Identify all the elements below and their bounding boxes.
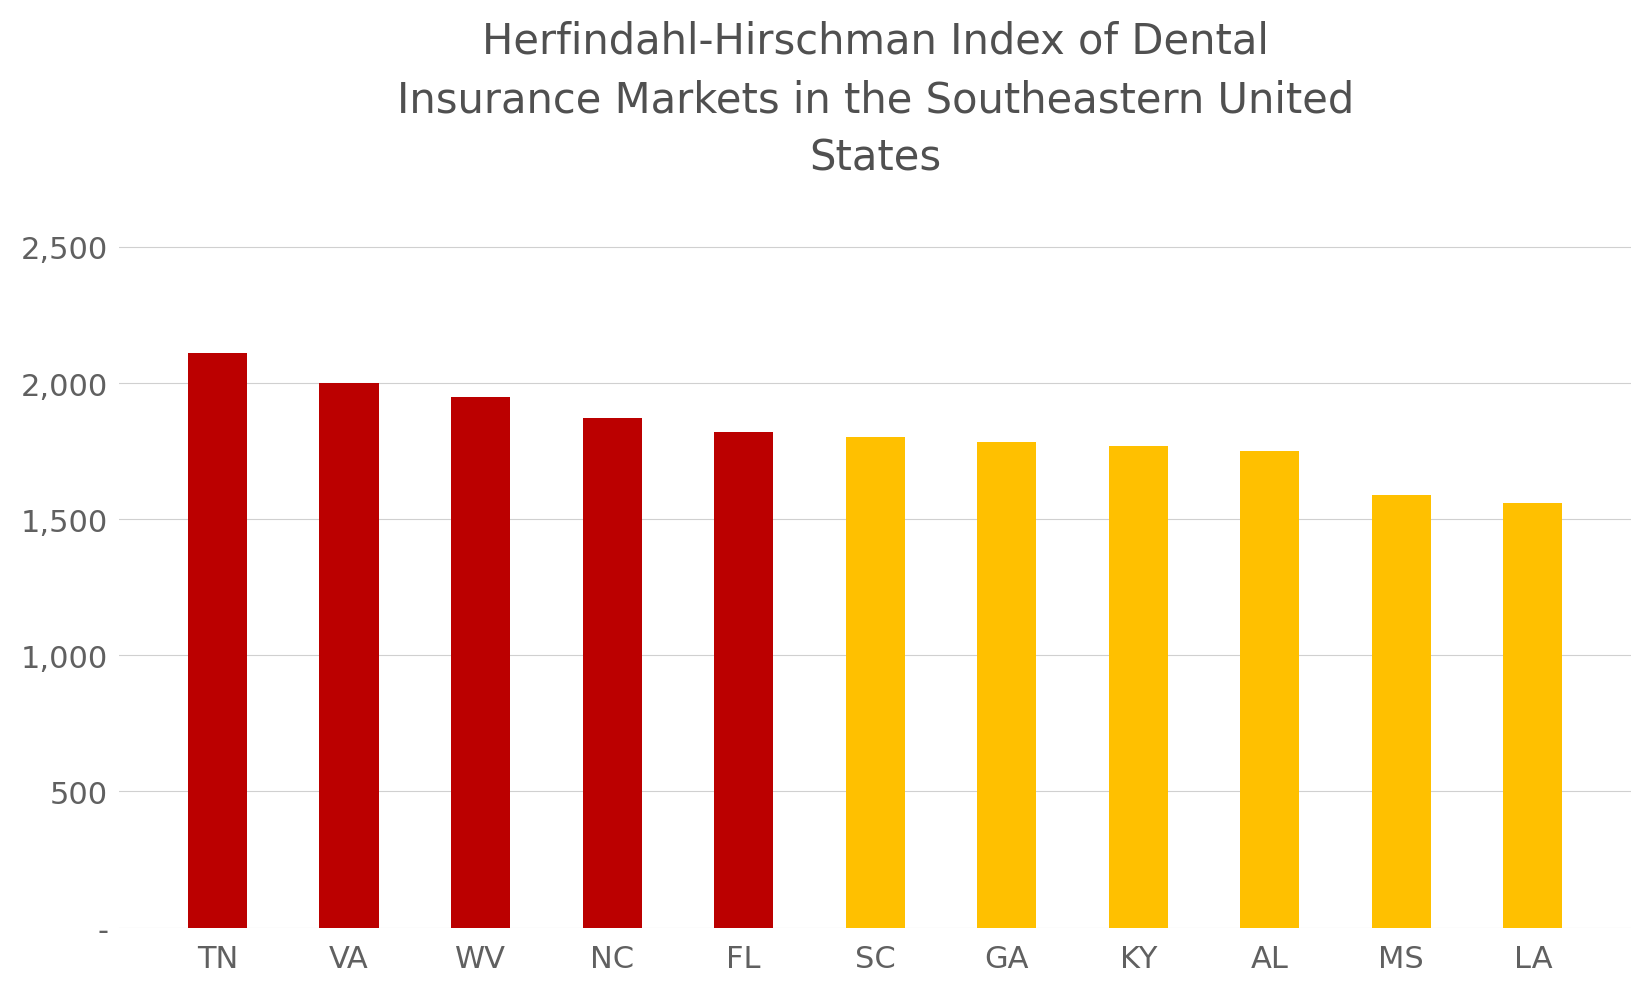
Bar <box>583 419 641 927</box>
Bar <box>714 432 773 927</box>
Bar <box>188 354 248 927</box>
Bar <box>1241 451 1300 927</box>
Bar <box>451 398 510 927</box>
Title: Herfindahl-Hirschman Index of Dental
Insurance Markets in the Southeastern Unite: Herfindahl-Hirschman Index of Dental Ins… <box>396 21 1353 180</box>
Bar <box>1108 446 1168 927</box>
Bar <box>1371 495 1431 927</box>
Bar <box>319 384 378 927</box>
Bar <box>1503 503 1563 927</box>
Bar <box>976 442 1036 927</box>
Bar <box>846 438 905 927</box>
